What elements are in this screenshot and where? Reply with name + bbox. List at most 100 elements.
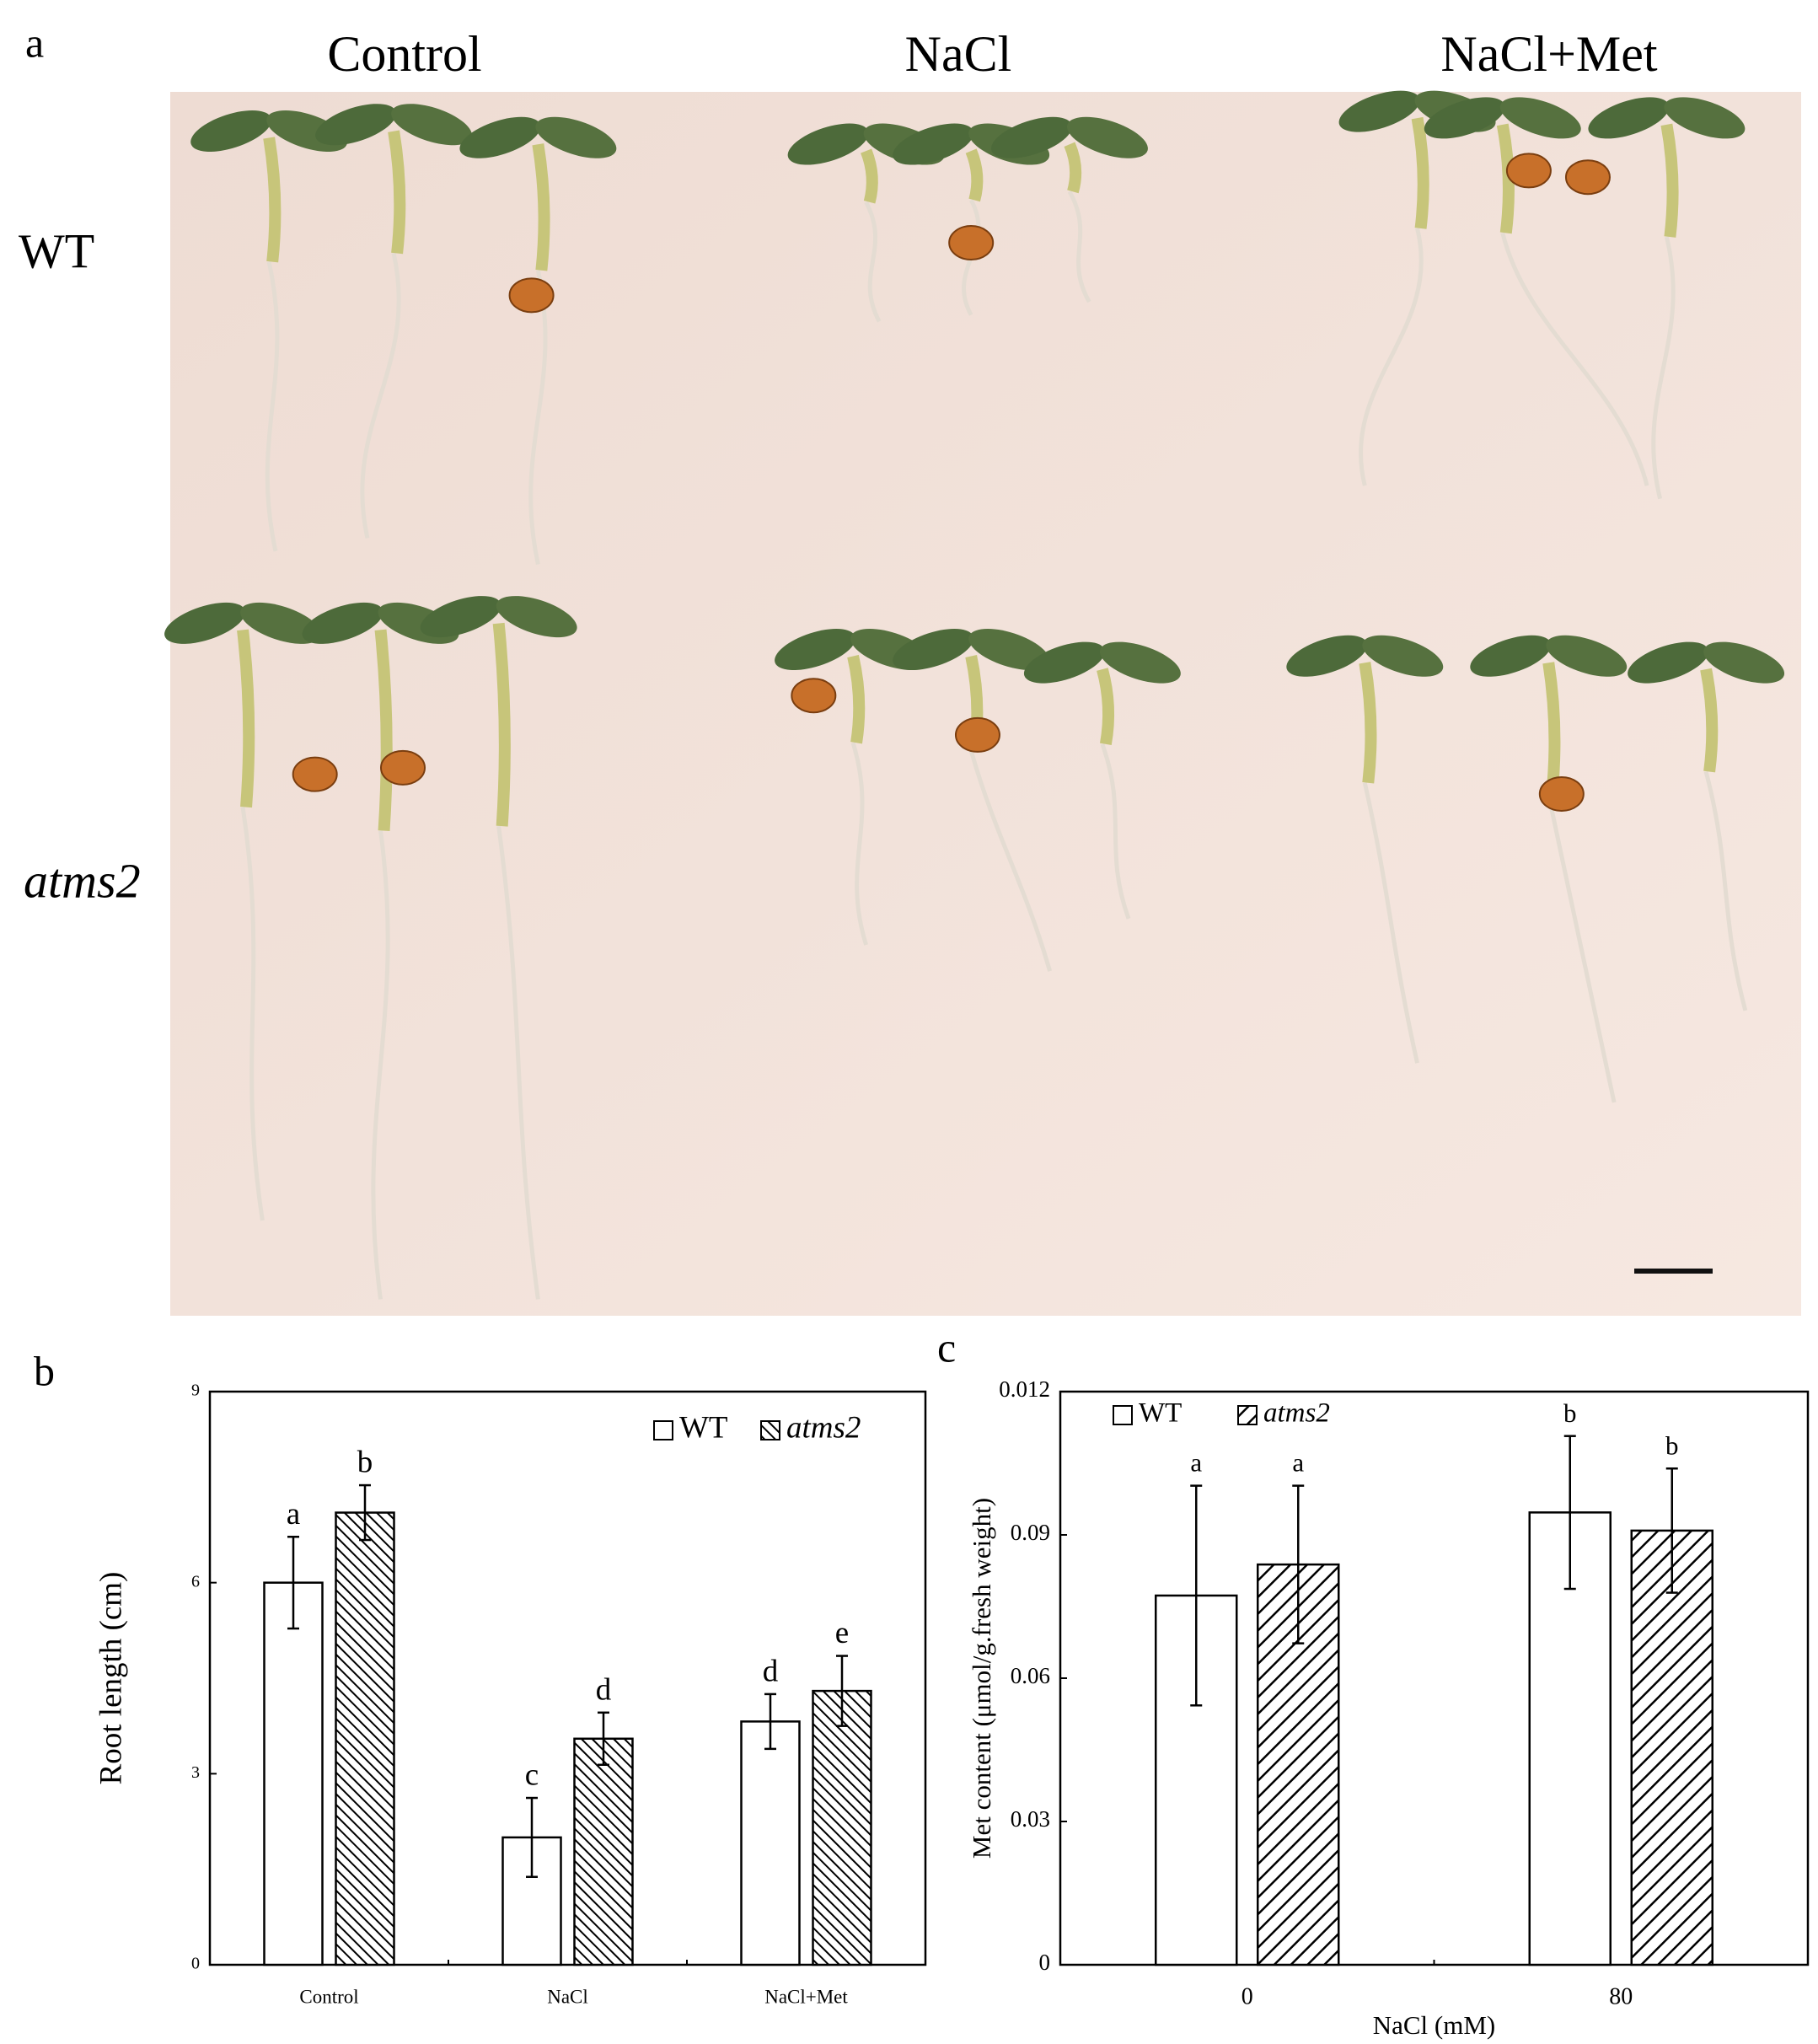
seed xyxy=(1538,775,1585,812)
y-tick-label: 0 xyxy=(191,1955,200,1973)
hypocotyl xyxy=(847,654,866,744)
hypocotyl xyxy=(1700,668,1719,773)
root xyxy=(265,261,280,552)
legend-swatch xyxy=(1237,1405,1258,1425)
column-label: NaCl+Met xyxy=(1440,26,1657,82)
root xyxy=(864,201,882,323)
hypocotyl xyxy=(532,143,550,271)
bar xyxy=(335,1511,395,1966)
cotyledon xyxy=(1362,635,1444,677)
cotyledon xyxy=(1703,641,1785,684)
bar xyxy=(740,1720,801,1966)
root xyxy=(240,807,265,1221)
hypocotyl xyxy=(1542,662,1561,796)
hypocotyl xyxy=(1064,142,1082,194)
significance-letter: b xyxy=(1563,1398,1577,1428)
cotyledon xyxy=(1338,90,1420,132)
hypocotyl xyxy=(263,137,282,263)
bar xyxy=(812,1689,872,1966)
seed xyxy=(1505,153,1552,189)
significance-letter: d xyxy=(763,1654,779,1688)
significance-letter: a xyxy=(1190,1448,1202,1478)
cotyledon xyxy=(1664,97,1746,139)
cotyledon xyxy=(190,110,272,152)
cotyledon xyxy=(496,596,577,638)
root xyxy=(968,749,1053,972)
cotyledon xyxy=(535,116,617,158)
significance-letter: b xyxy=(1665,1430,1679,1460)
seed xyxy=(508,277,555,314)
root xyxy=(1100,743,1131,920)
seed xyxy=(948,225,995,261)
legend-swatch xyxy=(760,1420,780,1440)
hypocotyl xyxy=(1660,123,1679,238)
root xyxy=(1067,190,1091,303)
x-tick-label: 0 xyxy=(1241,1983,1253,2009)
panel-label: a xyxy=(25,19,44,66)
cotyledon xyxy=(302,602,383,644)
cotyledon xyxy=(1023,641,1105,684)
cotyledon xyxy=(1588,97,1670,139)
significance-letter: d xyxy=(596,1672,612,1707)
hypocotyl xyxy=(1411,116,1429,229)
cotyledon xyxy=(420,596,501,638)
legend-label: WT xyxy=(679,1410,728,1445)
root xyxy=(371,830,390,1300)
y-tick-label: 9 xyxy=(191,1381,200,1400)
significance-letter: e xyxy=(835,1616,849,1650)
root xyxy=(528,270,548,566)
seed xyxy=(1564,159,1611,196)
legend-label: atms2 xyxy=(786,1410,861,1445)
root xyxy=(1651,236,1676,500)
y-tick-label: 6 xyxy=(191,1572,200,1591)
row-label: atms2 xyxy=(24,853,141,908)
panel-label: b xyxy=(34,1347,55,1394)
cotyledon xyxy=(1067,116,1148,158)
plot-frame xyxy=(208,1390,927,1966)
root xyxy=(1359,228,1424,486)
root xyxy=(1703,770,1748,1011)
legend-swatch xyxy=(1113,1405,1133,1425)
seed xyxy=(954,716,1000,753)
cotyledon xyxy=(991,116,1072,158)
hypocotyl xyxy=(1097,668,1115,746)
legend-swatch xyxy=(653,1420,673,1440)
column-label: NaCl xyxy=(905,26,1012,82)
significance-letter: a xyxy=(287,1497,300,1532)
cotyledon xyxy=(1424,97,1505,139)
significance-letter: b xyxy=(357,1446,373,1480)
cotyledon xyxy=(459,116,541,158)
cotyledon xyxy=(315,104,397,146)
x-tick-label: Control xyxy=(299,1986,358,2007)
cotyledon xyxy=(893,628,974,671)
root xyxy=(360,252,401,539)
bar xyxy=(1630,1529,1713,1966)
y-tick-label: 0.012 xyxy=(999,1376,1050,1402)
cotyledon xyxy=(1546,635,1628,677)
x-tick-label: 80 xyxy=(1609,1983,1633,2009)
y-axis-label: Met content (μmol/g.fresh weight) xyxy=(967,1498,996,1859)
hypocotyl xyxy=(388,130,406,255)
significance-letter: a xyxy=(1292,1448,1304,1478)
bar xyxy=(573,1737,634,1966)
cotyledon xyxy=(1470,635,1552,677)
root xyxy=(1546,794,1617,1103)
x-axis-label: NaCl (mM) xyxy=(1373,2010,1496,2040)
seedlings xyxy=(164,90,1785,1300)
y-tick-label: 0.09 xyxy=(1011,1520,1050,1545)
seed xyxy=(379,749,426,786)
cotyledon xyxy=(968,628,1050,671)
y-tick-label: 3 xyxy=(191,1763,200,1782)
hypocotyl xyxy=(237,629,255,808)
hypocotyl xyxy=(1359,662,1377,784)
cotyledon xyxy=(1499,97,1581,139)
cotyledon xyxy=(391,104,473,146)
y-tick-label: 0.03 xyxy=(1011,1806,1050,1832)
x-tick-label: NaCl+Met xyxy=(764,1986,848,2007)
x-tick-label: NaCl xyxy=(547,1986,588,2007)
root xyxy=(1362,782,1419,1064)
legend-label: WT xyxy=(1139,1398,1182,1429)
legend-label: atms2 xyxy=(1263,1398,1330,1429)
cotyledon xyxy=(1099,641,1181,684)
